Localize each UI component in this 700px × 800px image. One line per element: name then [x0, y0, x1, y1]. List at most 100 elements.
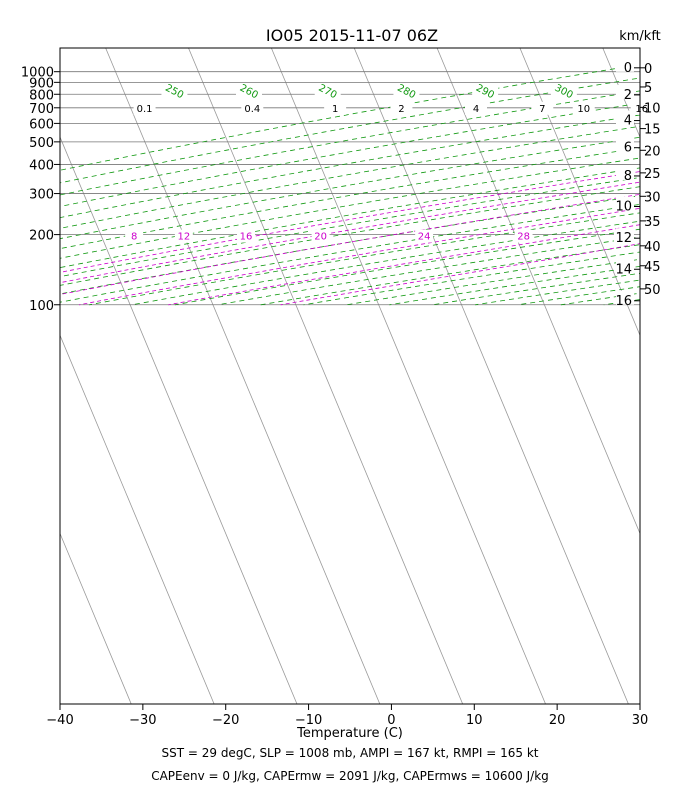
x-tick-label: −30 [129, 713, 156, 728]
pressure-tick-label: 600 [29, 117, 54, 132]
dry-adiabat-line [60, 114, 640, 219]
pressure-tick-label: 1000 [21, 66, 54, 81]
footer-line-2: CAPEenv = 0 J/kg, CAPErmw = 2091 J/kg, C… [151, 769, 549, 783]
kft-tick-label: 45 [644, 260, 661, 275]
label-backing [174, 229, 193, 243]
label-backing [514, 229, 533, 243]
kft-tick-label: 10 [644, 101, 661, 116]
dry-adiabat-line [60, 186, 640, 286]
label-backing [415, 229, 434, 243]
km-tick-label: 2 [624, 88, 632, 103]
moist-adiabat-line [60, 181, 640, 284]
label-backing [237, 229, 255, 243]
wet-bulb-label: 0.1 [137, 104, 153, 115]
isotherm-line [353, 48, 629, 704]
mixing-ratio-label: 12 [177, 232, 190, 243]
isotherm-line [188, 48, 464, 704]
label-backing [465, 101, 487, 115]
label-backing [616, 196, 634, 211]
isotherm-line [436, 48, 640, 535]
km-tick-label: 4 [624, 114, 632, 129]
kft-tick-label: 40 [644, 240, 661, 255]
dry-adiabat-line [60, 157, 640, 259]
label-backing [616, 57, 634, 72]
dry-adiabat-line [60, 167, 640, 269]
pressure-tick-label: 200 [29, 229, 54, 244]
wet-bulb-label: 0.4 [244, 104, 260, 115]
km-tick-label: 10 [615, 199, 632, 214]
label-backing [616, 110, 634, 125]
kft-tick-label: 15 [644, 123, 661, 138]
x-tick-label: 10 [466, 713, 483, 728]
x-axis-label: Temperature (C) [296, 726, 403, 741]
label-backing [311, 229, 330, 243]
moist-adiabat-line [79, 207, 640, 306]
label-backing [472, 83, 499, 98]
label-backing [630, 101, 653, 115]
label-backing [393, 83, 420, 98]
label-backing [616, 165, 634, 180]
pressure-tick-label: 800 [29, 88, 54, 103]
mixing-ratio-label: 28 [517, 232, 530, 243]
dry-adiabat-line [60, 147, 640, 250]
label-backing [616, 290, 634, 305]
footer-line-1: SST = 29 degC, SLP = 1008 mb, AMPI = 167… [161, 746, 539, 760]
dry-adiabat-line [60, 195, 640, 295]
isotherm-line [60, 532, 132, 704]
label-backing [390, 101, 413, 115]
x-tick-label: 0 [387, 713, 395, 728]
label-backing [531, 101, 554, 115]
mixing-ratio-label: 16 [240, 232, 253, 243]
pressure-tick-label: 100 [29, 299, 54, 314]
x-tick-label: 20 [549, 713, 566, 728]
label-backing [550, 83, 577, 98]
chart-title: IO05 2015-11-07 06Z [266, 26, 438, 45]
isotherm-line [270, 48, 546, 704]
wet-bulb-label: 10 [577, 104, 590, 115]
km-tick-label: 6 [624, 141, 632, 156]
isotherm-line [60, 334, 215, 704]
right-axis-label: km/kft [619, 29, 661, 44]
kft-tick-label: 30 [644, 190, 661, 205]
kft-tick-label: 0 [644, 62, 652, 77]
dry-adiabat-line [60, 177, 640, 278]
label-backing [616, 84, 634, 99]
mixing-ratio-label: 8 [131, 232, 137, 243]
x-tick-label: 30 [632, 713, 649, 728]
kft-tick-label: 5 [644, 81, 652, 96]
dry-adiabat-line [60, 65, 633, 171]
pressure-tick-label: 500 [29, 136, 54, 151]
wet-bulb-label: 2 [398, 104, 404, 115]
pressure-tick-label: 700 [29, 102, 54, 117]
label-backing [616, 137, 634, 152]
dry-adiabat-line [690, 66, 700, 305]
label-backing [125, 229, 144, 243]
x-tick-label: −20 [212, 713, 239, 728]
label-backing [236, 83, 262, 98]
x-tick-label: −10 [295, 713, 322, 728]
isotherm-line [686, 48, 700, 704]
pressure-tick-label: 900 [29, 76, 54, 91]
pressure-tick-label: 400 [29, 158, 54, 173]
isotherm-line [105, 48, 381, 704]
km-tick-label: 14 [615, 262, 632, 277]
isotherm-line [60, 136, 298, 704]
isotherm-line [519, 48, 640, 337]
km-tick-label: 8 [624, 169, 632, 184]
wet-bulb-label: 1 [332, 104, 338, 115]
kft-tick-label: 20 [644, 144, 661, 159]
label-backing [616, 228, 634, 243]
label-backing [572, 101, 595, 115]
dry-adiabat-line [60, 90, 640, 196]
kft-tick-label: 35 [644, 215, 661, 230]
kft-tick-label: 50 [644, 283, 661, 298]
kft-tick-label: 25 [644, 167, 661, 182]
km-tick-label: 16 [615, 294, 632, 309]
label-backing [161, 83, 188, 98]
mixing-ratio-label: 20 [314, 232, 327, 243]
km-tick-label: 0 [624, 61, 632, 76]
pressure-tick-label: 300 [29, 188, 54, 203]
label-backing [314, 83, 341, 98]
mixing-ratio-label: 24 [418, 232, 431, 243]
